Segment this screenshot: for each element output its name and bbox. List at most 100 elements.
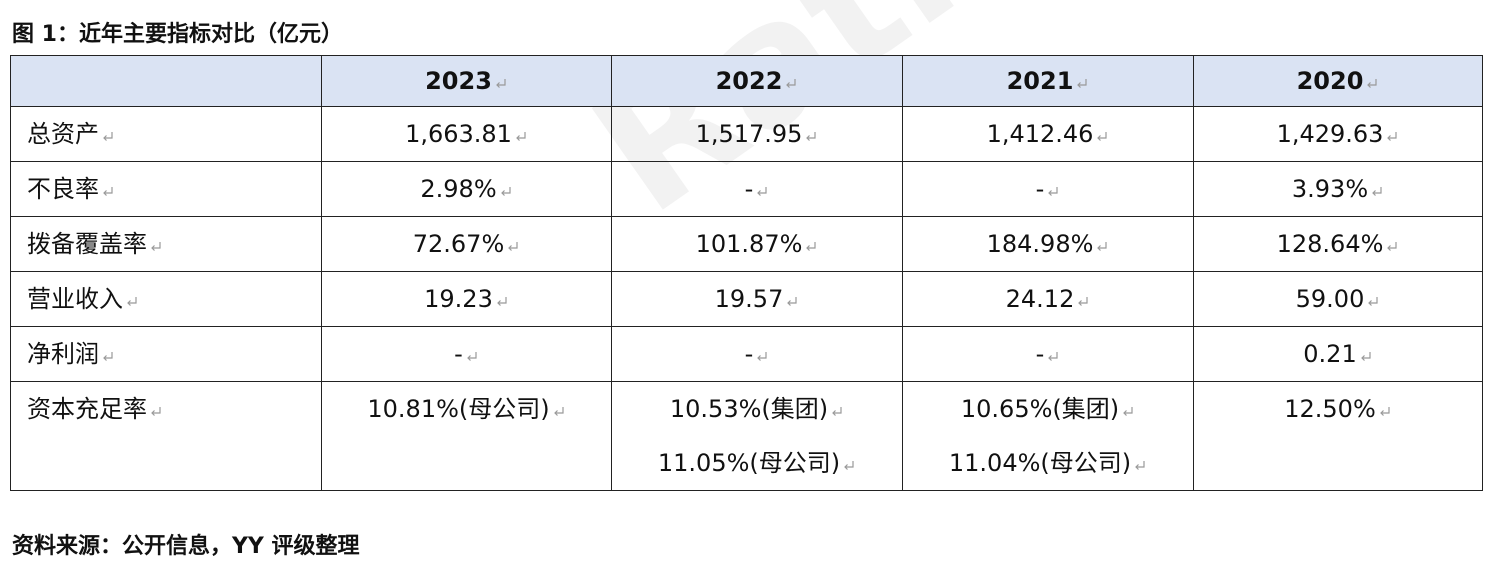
value-cell: 101.87% xyxy=(611,216,903,272)
header-text: 2023 xyxy=(425,67,492,95)
paragraph-mark xyxy=(1048,187,1058,196)
cell-text: - xyxy=(744,340,754,368)
cell-text: 2.98% xyxy=(420,175,497,203)
cell-text: 19.23 xyxy=(424,285,493,313)
cell-line: - xyxy=(624,162,890,216)
paragraph-mark xyxy=(553,407,564,416)
value-cell: 59.00 xyxy=(1193,271,1483,327)
cell-line: 101.87% xyxy=(624,217,890,271)
cell-line: 10.65%(集团) xyxy=(915,382,1181,436)
paragraph-mark xyxy=(757,352,767,361)
cell-text: 101.87% xyxy=(695,230,803,258)
cell-text: 59.00 xyxy=(1295,285,1365,313)
paragraph-mark xyxy=(1372,187,1382,196)
table-row: 净利润 - - - 0.21 xyxy=(10,326,1483,382)
value-cell: 0.21 xyxy=(1193,326,1483,382)
paragraph-mark xyxy=(508,242,518,251)
row-label-cell: 净利润 xyxy=(10,326,322,382)
value-cell: 12.50% xyxy=(1193,381,1483,491)
cell-text: - xyxy=(1035,175,1045,203)
cell-line: 2.98% xyxy=(334,162,599,216)
cell-line: 3.93% xyxy=(1206,162,1470,216)
cell-line: - xyxy=(334,327,599,381)
value-cell: 10.81%(母公司) xyxy=(321,381,612,491)
value-cell: 1,429.63 xyxy=(1193,106,1483,162)
source-note: 资料来源：公开信息，YY 评级整理 xyxy=(12,534,360,559)
paragraph-mark xyxy=(1387,132,1398,141)
cell-line: 59.00 xyxy=(1206,272,1470,326)
cell-line: 11.05%(母公司) xyxy=(624,436,890,490)
value-cell: 1,663.81 xyxy=(321,106,612,162)
cell-text: 19.57 xyxy=(714,285,784,313)
cell-text: 1,663.81 xyxy=(405,120,512,148)
row-label-cell: 拨备覆盖率 xyxy=(10,216,322,272)
cell-text: 1,429.63 xyxy=(1276,120,1384,148)
paragraph-mark xyxy=(466,352,477,361)
value-cell: 19.57 xyxy=(611,271,903,327)
header-row: 2023 2022 2021 2020 xyxy=(10,55,1483,107)
cell-line: - xyxy=(915,327,1181,381)
cell-text: 184.98% xyxy=(986,230,1094,258)
table-row: 总资产 1,663.81 1,517.95 1,412.46 1,429.63 xyxy=(10,106,1483,162)
figure-title: 图 1：近年主要指标对比（亿元） xyxy=(12,22,343,47)
row-label-cell: 总资产 xyxy=(10,106,322,162)
cell-line: 19.57 xyxy=(624,272,890,326)
cell-text: 1,517.95 xyxy=(695,120,803,148)
cell-text: 10.53%(集团) xyxy=(669,395,829,423)
paragraph-mark xyxy=(1135,461,1145,470)
paragraph-mark xyxy=(1367,79,1377,88)
paragraph-mark xyxy=(497,297,507,306)
value-cell: - xyxy=(902,326,1194,382)
value-cell: - xyxy=(611,161,903,217)
paragraph-mark xyxy=(103,352,113,361)
paragraph-mark xyxy=(103,187,113,196)
value-cell: - xyxy=(902,161,1194,217)
value-cell: 1,412.46 xyxy=(902,106,1194,162)
cell-text: - xyxy=(1035,340,1045,368)
cell-text: 24.12 xyxy=(1005,285,1075,313)
paragraph-mark xyxy=(844,461,854,470)
value-cell: - xyxy=(321,326,612,382)
cell-line: 1,429.63 xyxy=(1206,107,1470,161)
row-label-cell: 营业收入 xyxy=(10,271,322,327)
cell-line: 10.53%(集团) xyxy=(624,382,890,436)
paragraph-mark xyxy=(786,79,796,88)
table-row: 营业收入 19.23 19.57 24.12 59.00 xyxy=(10,271,1483,327)
cell-text: 10.65%(集团) xyxy=(960,395,1120,423)
paragraph-mark xyxy=(787,297,797,306)
cell-text: 128.64% xyxy=(1276,230,1384,258)
row-label: 拨备覆盖率 xyxy=(27,230,147,258)
row-label: 净利润 xyxy=(27,340,99,368)
paragraph-mark xyxy=(1048,352,1058,361)
paragraph-mark xyxy=(1368,297,1378,306)
row-label-cell: 不良率 xyxy=(10,161,322,217)
cell-line: 19.23 xyxy=(334,272,599,326)
header-text: 2022 xyxy=(715,67,783,95)
header-text: 2020 xyxy=(1296,67,1364,95)
paragraph-mark xyxy=(151,407,161,416)
cell-line: 0.21 xyxy=(1206,327,1470,381)
table-row: 资本充足率 10.81%(母公司) 10.53%(集团) 11.05%(母公司) 10.… xyxy=(10,381,1483,491)
row-label: 不良率 xyxy=(27,175,99,203)
value-cell: 128.64% xyxy=(1193,216,1483,272)
paragraph-mark xyxy=(1097,132,1108,141)
cell-text: 12.50% xyxy=(1284,395,1376,423)
cell-text: 11.04%(母公司) xyxy=(948,449,1132,477)
cell-line: 24.12 xyxy=(915,272,1181,326)
cell-line: - xyxy=(915,162,1181,216)
cell-text: 11.05%(母公司) xyxy=(657,449,841,477)
cell-line: 184.98% xyxy=(915,217,1181,271)
paragraph-mark xyxy=(806,242,816,251)
cell-line: 72.67% xyxy=(334,217,599,271)
cell-text: - xyxy=(744,175,754,203)
paragraph-mark xyxy=(1097,242,1107,251)
cell-text: - xyxy=(454,340,463,368)
cell-text: 1,412.46 xyxy=(986,120,1094,148)
value-cell: 2.98% xyxy=(321,161,612,217)
column-header: 2022 xyxy=(611,55,903,107)
row-label-cell: 资本充足率 xyxy=(10,381,322,491)
value-cell: - xyxy=(611,326,903,382)
data-table: 2023 2022 2021 2020 总资产 1,663.81 1,517.95 1,41… xyxy=(10,55,1483,491)
cell-text: 72.67% xyxy=(412,230,505,258)
